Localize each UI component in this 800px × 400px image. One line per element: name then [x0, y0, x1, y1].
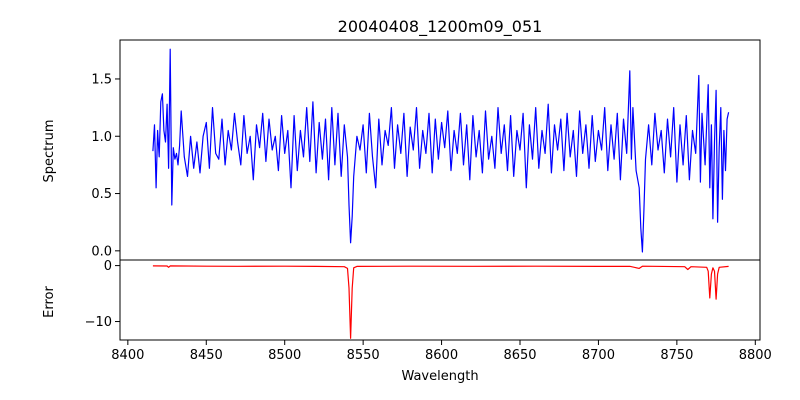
- top-y-tick-label: 0.5: [91, 187, 112, 202]
- bottom-y-axis-label: Error: [42, 286, 57, 318]
- bottom-y-axis: 0 −10: [85, 259, 120, 330]
- error-series-line: [152, 265, 729, 339]
- x-tick-label: 8750: [660, 348, 693, 363]
- bottom-y-tick-label: 0: [104, 259, 112, 274]
- bottom-y-tick-label: −10: [85, 315, 112, 330]
- x-axis: 8400 8450 8500 8550 8600 8650 8700 8750 8800: [111, 340, 772, 363]
- bottom-axes-frame: [119, 259, 761, 341]
- spectrum-series-line: [152, 48, 730, 253]
- x-tick-label: 8550: [347, 348, 380, 363]
- x-tick-label: 8500: [268, 348, 301, 363]
- top-y-tick-label: 1.5: [91, 72, 112, 87]
- top-y-tick-label: 0.0: [91, 244, 112, 259]
- x-axis-label: Wavelength: [401, 369, 478, 384]
- x-tick-label: 8800: [739, 348, 772, 363]
- x-tick-label: 8700: [582, 348, 615, 363]
- chart-title: 20040408_1200m09_051: [338, 17, 543, 37]
- x-tick-label: 8450: [190, 348, 223, 363]
- top-y-axis: 0.0 0.5 1.0 1.5: [91, 72, 120, 259]
- top-y-axis-label: Spectrum: [42, 120, 57, 183]
- x-tick-label: 8400: [111, 348, 144, 363]
- x-tick-label: 8600: [425, 348, 458, 363]
- x-tick-label: 8650: [503, 348, 536, 363]
- top-y-tick-label: 1.0: [91, 130, 112, 145]
